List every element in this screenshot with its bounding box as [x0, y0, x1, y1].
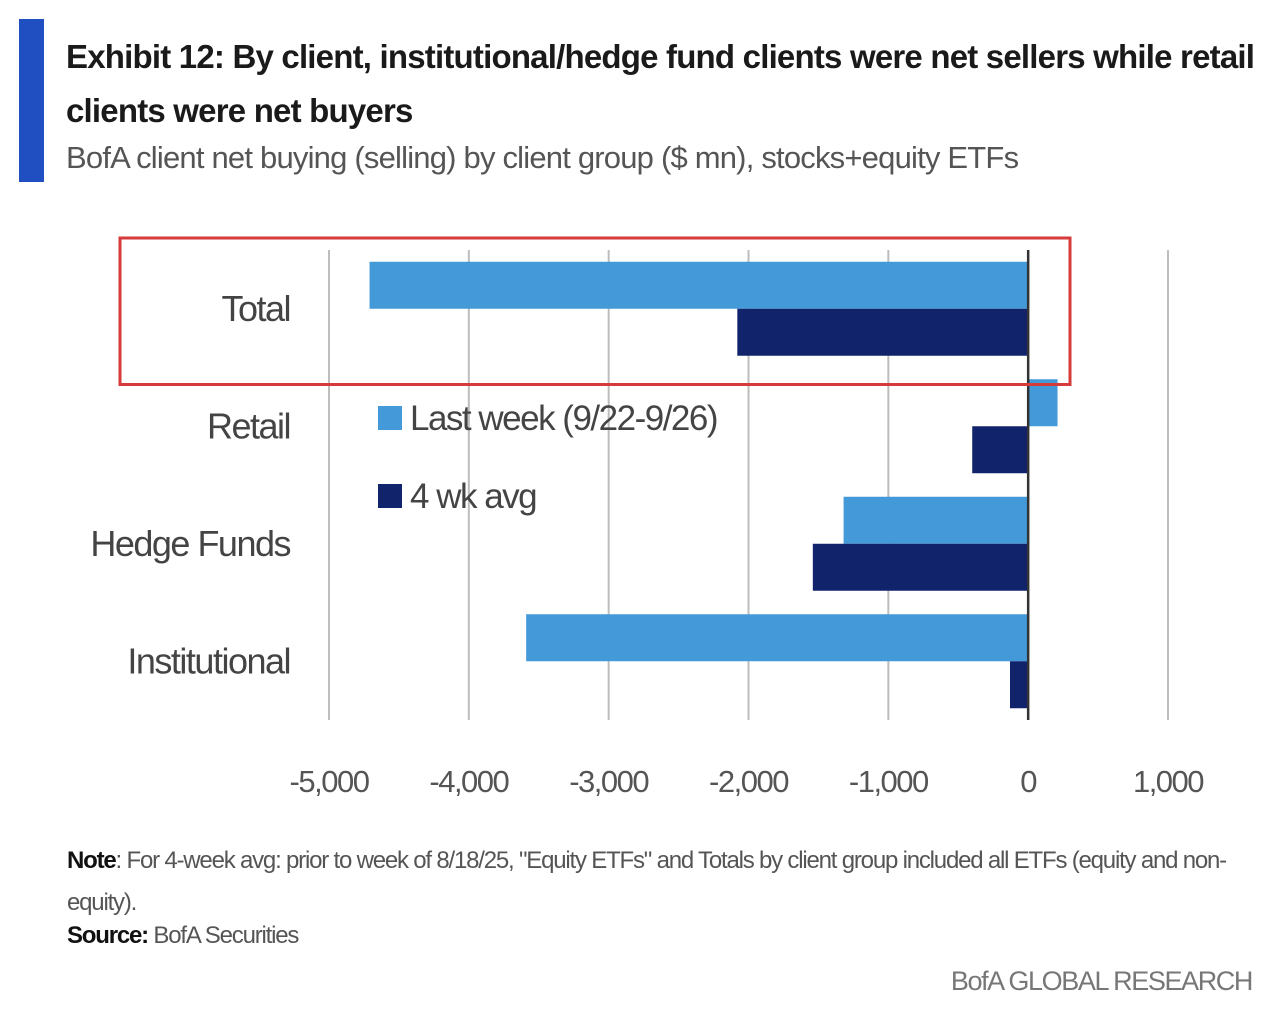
x-tick-label: 1,000 [1133, 764, 1204, 799]
bar-chart: Total Retail Hedge Funds Institutional -5,0… [90, 236, 1206, 799]
source: Source: BofA Securities [67, 922, 299, 950]
legend-swatch [378, 484, 402, 508]
x-tick-label: -2,000 [709, 764, 789, 799]
bar-hedge-funds-last-week [843, 496, 1029, 544]
bar-institutional-4wk-avg [1009, 661, 1029, 709]
chart-title: Exhibit 12: By client, institutional/hed… [66, 38, 1255, 129]
source-label: Source: [67, 922, 149, 949]
note: Note: For 4-week avg: prior to week of 8… [67, 840, 1247, 924]
source-text: BofA Securities [147, 922, 299, 949]
bar-hedge-funds-4wk-avg [812, 543, 1029, 591]
x-tick-label: -1,000 [849, 764, 929, 799]
category-label: Total [221, 288, 290, 329]
bar-retail-4wk-avg [972, 426, 1029, 474]
category-label: Institutional [127, 640, 290, 681]
legend-label: 4 wk avg [410, 477, 536, 516]
note-text: : For 4-week avg: prior to week of 8/18/… [67, 847, 1227, 916]
highlight-box [118, 236, 1072, 386]
chart-subtitle: BofA client net buying (selling) by clie… [66, 140, 1019, 175]
bars [369, 261, 1058, 709]
legend-swatch [378, 406, 402, 430]
note-label: Note [67, 847, 117, 874]
bar-total-last-week [369, 261, 1029, 309]
bar-retail-last-week [1028, 379, 1058, 427]
accent-bar [19, 19, 44, 182]
x-tick-label: -4,000 [429, 764, 509, 799]
bar-total-4wk-avg [737, 308, 1029, 356]
x-tick-label: -3,000 [569, 764, 649, 799]
legend: Last week (9/22-9/26) 4 wk avg [378, 399, 719, 516]
x-tick-label: 0 [1020, 764, 1037, 799]
brand-label: BofA GLOBAL RESEARCH [950, 966, 1254, 996]
bar-institutional-last-week [526, 614, 1029, 662]
highlight-box-layer [118, 236, 1072, 386]
x-tick-label: -5,000 [290, 764, 370, 799]
x-tick-labels: -5,000 -4,000 -3,000 -2,000 -1,000 0 1,000 [290, 764, 1206, 799]
category-label: Hedge Funds [90, 523, 290, 564]
category-labels: Total Retail Hedge Funds Institutional [90, 288, 292, 682]
category-label: Retail [207, 405, 290, 446]
legend-label: Last week (9/22-9/26) [410, 399, 717, 438]
